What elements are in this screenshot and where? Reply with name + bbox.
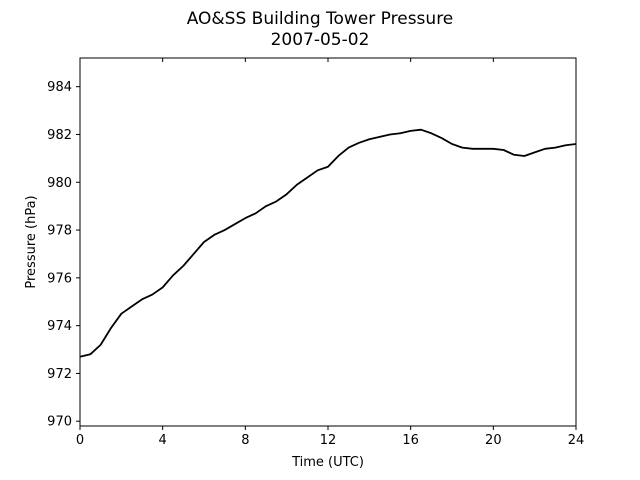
y-tick-label: 976 bbox=[47, 271, 72, 286]
x-axis-label: Time (UTC) bbox=[291, 455, 364, 470]
x-tick-label: 24 bbox=[568, 433, 585, 448]
y-tick-label: 982 bbox=[47, 128, 72, 143]
y-tick-label: 980 bbox=[47, 176, 72, 191]
plot-frame bbox=[79, 57, 577, 427]
x-tick-label: 0 bbox=[76, 433, 84, 448]
series-layer bbox=[79, 128, 577, 358]
chart-title: AO&SS Building Tower Pressure bbox=[187, 9, 454, 29]
pressure-series-line bbox=[79, 128, 577, 358]
x-tick-label: 20 bbox=[485, 433, 502, 448]
x-axis: 0 4 8 12 16 20 24 bbox=[76, 58, 584, 448]
y-tick-label: 984 bbox=[47, 80, 72, 95]
plot-area: 0 4 8 12 16 20 24 970 972 974 976 978 980 982 984 bbox=[47, 57, 584, 448]
chart-subtitle: 2007-05-02 bbox=[271, 30, 370, 50]
y-axis: 970 972 974 976 978 980 982 984 bbox=[47, 80, 80, 430]
y-tick-label: 972 bbox=[47, 367, 72, 382]
y-tick-label: 974 bbox=[47, 319, 72, 334]
x-tick-label: 16 bbox=[402, 433, 419, 448]
x-tick-label: 12 bbox=[320, 433, 337, 448]
x-tick-label: 8 bbox=[241, 433, 249, 448]
y-tick-label: 978 bbox=[47, 224, 72, 239]
y-tick-label: 970 bbox=[47, 415, 72, 430]
x-tick-label: 4 bbox=[159, 433, 167, 448]
y-axis-label: Pressure (hPa) bbox=[24, 195, 39, 288]
